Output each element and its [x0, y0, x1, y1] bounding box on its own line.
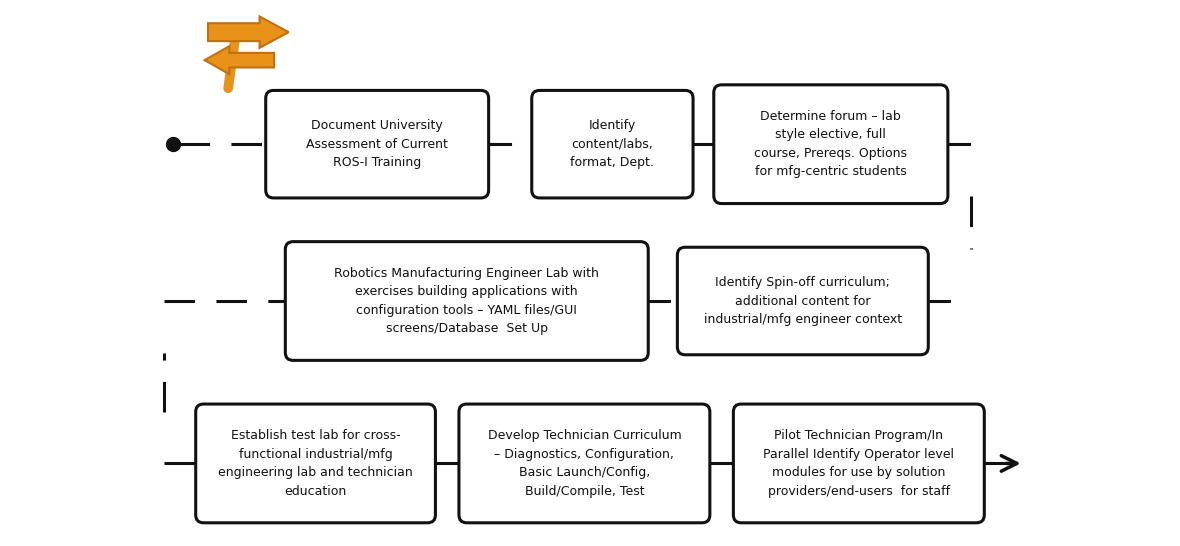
- Polygon shape: [204, 46, 274, 74]
- FancyBboxPatch shape: [532, 91, 693, 198]
- Text: Robotics Manufacturing Engineer Lab with
exercises building applications with
co: Robotics Manufacturing Engineer Lab with…: [334, 267, 599, 335]
- FancyBboxPatch shape: [196, 404, 435, 523]
- Text: Develop Technician Curriculum
– Diagnostics, Configuration,
Basic Launch/Config,: Develop Technician Curriculum – Diagnost…: [487, 429, 681, 497]
- Text: Pilot Technician Program/In
Parallel Identify Operator level
modules for use by : Pilot Technician Program/In Parallel Ide…: [763, 429, 955, 497]
- FancyBboxPatch shape: [286, 242, 648, 360]
- Polygon shape: [208, 16, 289, 48]
- FancyBboxPatch shape: [677, 247, 929, 355]
- FancyBboxPatch shape: [266, 91, 489, 198]
- FancyBboxPatch shape: [459, 404, 710, 523]
- Text: Determine forum – lab
style elective, full
course, Prereqs. Options
for mfg-cent: Determine forum – lab style elective, fu…: [754, 110, 907, 179]
- Text: Establish test lab for cross-
functional industrial/mfg
engineering lab and tech: Establish test lab for cross- functional…: [218, 429, 413, 497]
- Text: Identify Spin-off curriculum;
additional content for
industrial/mfg engineer con: Identify Spin-off curriculum; additional…: [703, 276, 902, 326]
- FancyBboxPatch shape: [714, 85, 948, 204]
- Text: Document University
Assessment of Current
ROS-I Training: Document University Assessment of Curren…: [307, 119, 448, 169]
- FancyBboxPatch shape: [734, 404, 984, 523]
- Text: Identify
content/labs,
format, Dept.: Identify content/labs, format, Dept.: [570, 119, 655, 169]
